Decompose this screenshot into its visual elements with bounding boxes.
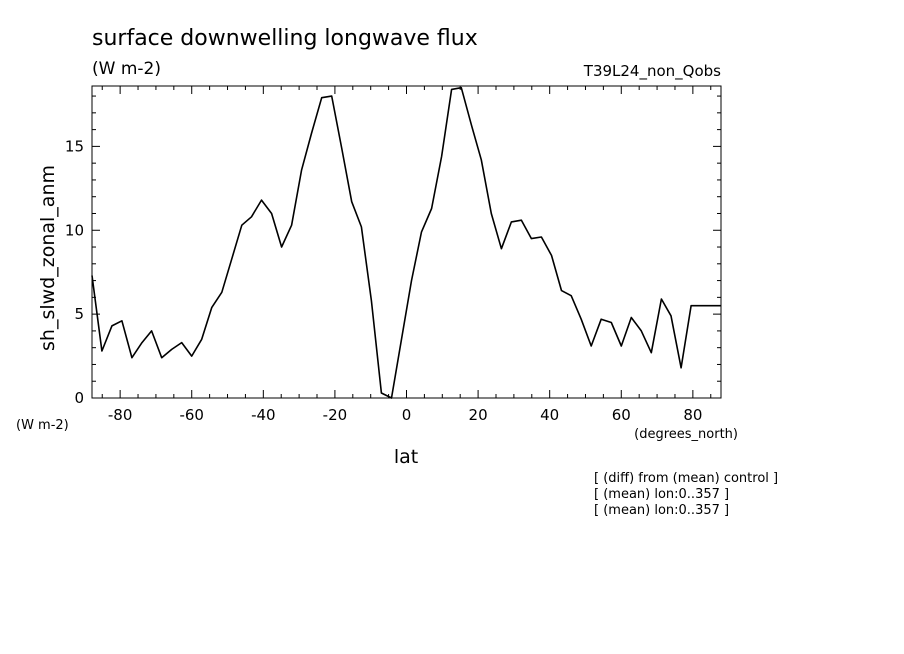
series-line bbox=[91, 86, 721, 399]
y-units-label: (W m-2) bbox=[16, 418, 69, 433]
x-tick-label: 60 bbox=[612, 406, 631, 424]
run-label: T39L24_non_Qobs bbox=[583, 62, 721, 81]
y-tick-label: 10 bbox=[65, 221, 84, 239]
x-axis-label: lat bbox=[394, 446, 418, 468]
note-line-1: [ (diff) from (mean) control ] bbox=[594, 471, 778, 486]
x-units-label: (degrees_north) bbox=[634, 427, 738, 442]
x-tick-label: 40 bbox=[540, 406, 559, 424]
x-tick-label: -80 bbox=[108, 406, 133, 424]
x-tick-label: 20 bbox=[469, 406, 488, 424]
plot-frame bbox=[91, 85, 722, 399]
note-line-3: [ (mean) lon:0..357 ] bbox=[594, 503, 729, 518]
x-tick-label: 80 bbox=[683, 406, 702, 424]
x-tick-label: 0 bbox=[402, 406, 412, 424]
x-tick-label: -40 bbox=[251, 406, 276, 424]
y-tick-label: 0 bbox=[74, 389, 84, 407]
chart-title: surface downwelling longwave flux bbox=[92, 26, 478, 51]
note-line-2: [ (mean) lon:0..357 ] bbox=[594, 487, 729, 502]
y-axis-label: sh_slwd_zonal_anm bbox=[37, 165, 59, 351]
y-tick-label: 5 bbox=[74, 305, 84, 323]
x-tick-label: -60 bbox=[179, 406, 204, 424]
x-tick-label: -20 bbox=[323, 406, 348, 424]
y-tick-label: 15 bbox=[65, 137, 84, 155]
title-units: (W m-2) bbox=[92, 59, 161, 79]
